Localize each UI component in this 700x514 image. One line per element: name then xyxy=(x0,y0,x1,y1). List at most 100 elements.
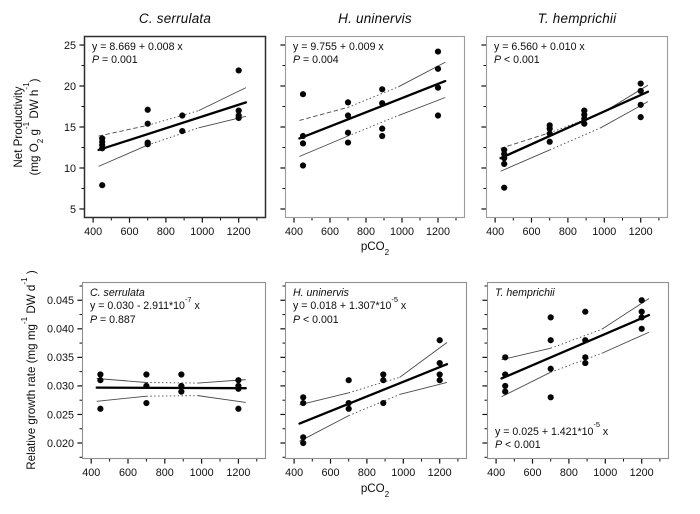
data-point xyxy=(637,87,644,95)
confidence-band-upper xyxy=(198,87,247,112)
data-point xyxy=(581,120,588,127)
confidence-band-lower xyxy=(347,115,399,137)
x-tick-label: 600 xyxy=(522,226,540,238)
data-point xyxy=(379,86,386,93)
confidence-band-lower xyxy=(348,394,400,417)
x-axis-label-pco2-top: pCO2 xyxy=(360,240,390,258)
plot-svg: 400 600 800 1000 1200 5 10 15 20 25 xyxy=(64,35,267,238)
confidence-band-lower xyxy=(398,97,446,116)
confidence-band-lower xyxy=(197,395,246,403)
data-point xyxy=(502,388,509,395)
data-point xyxy=(582,354,589,361)
data-point xyxy=(179,127,186,135)
x-tick-label: 600 xyxy=(321,226,339,238)
data-point xyxy=(299,132,307,140)
panel-growth-rate-h-uninervis: 400 600 800 1000 1200 H. uninervis y = 0.018 +… xyxy=(280,281,468,489)
x-tick-label: 400 xyxy=(285,467,303,479)
y-tick-label: 10 xyxy=(64,163,76,175)
equation-label: y = 0.025 + 1.421*10-5 x xyxy=(495,420,609,438)
panel-border xyxy=(81,281,267,460)
data-point xyxy=(144,120,151,127)
panel-border xyxy=(83,35,267,219)
x-tick-label: 1200 xyxy=(426,226,450,238)
data-point xyxy=(178,371,185,378)
confidence-band-upper xyxy=(98,124,148,137)
y-tick-label: 0.025 xyxy=(47,409,74,421)
data-point xyxy=(582,337,589,344)
data-point xyxy=(344,112,352,119)
x-tick-label: 1000 xyxy=(592,226,616,238)
data-point xyxy=(546,130,553,137)
data-point xyxy=(547,314,554,321)
confidence-band-lower xyxy=(299,135,349,157)
data-point xyxy=(178,388,185,395)
y-tick-label: 20 xyxy=(64,81,76,93)
confidence-band-upper xyxy=(146,382,198,384)
p-value-label: P = 0.004 xyxy=(293,54,339,67)
x-tick-label: 400 xyxy=(486,226,504,238)
x-tick-label: 800 xyxy=(157,226,175,238)
panel-border xyxy=(486,281,670,460)
panel-annotation: T. hemprichii xyxy=(495,287,555,300)
data-point xyxy=(345,377,352,384)
data-point xyxy=(300,399,307,407)
regression-line xyxy=(499,90,650,160)
panel-net-productivity-c-serrulata: 400 600 800 1000 1200 5 10 15 20 25 y = 8.669 + 0.… xyxy=(64,35,267,248)
confidence-band-upper xyxy=(299,392,349,406)
equation-label: y = 8.669 + 0.008 x xyxy=(92,41,183,53)
y-tick-label: 15 xyxy=(64,122,76,134)
regression-line xyxy=(298,363,449,425)
x-tick-label: 1200 xyxy=(428,467,452,479)
x-tick-label: 600 xyxy=(120,226,138,238)
y-tick-label: 0.030 xyxy=(47,381,74,393)
data-point xyxy=(501,184,508,191)
confidence-band-upper xyxy=(550,328,602,349)
data-point xyxy=(380,377,387,384)
p-value-label: P < 0.001 xyxy=(494,54,540,67)
x-tick-label: 400 xyxy=(84,226,102,238)
data-point xyxy=(638,308,645,315)
confidence-band-upper xyxy=(501,347,551,361)
data-point xyxy=(143,382,150,390)
data-point xyxy=(300,394,307,401)
data-point xyxy=(434,112,442,119)
data-point xyxy=(235,377,242,384)
confidence-band-upper xyxy=(500,132,550,149)
regression-line xyxy=(500,313,651,380)
confidence-band-upper xyxy=(601,298,650,330)
regression-line xyxy=(97,101,248,152)
confidence-band-upper xyxy=(348,376,400,394)
panel-title-c-serrulata: C. serrulata xyxy=(138,11,212,26)
data-point xyxy=(380,371,387,378)
species-label: T. hemprichii xyxy=(495,287,555,299)
data-point xyxy=(99,182,106,189)
confidence-band-lower xyxy=(399,382,448,395)
data-point xyxy=(637,80,644,87)
confidence-band-lower xyxy=(147,127,199,146)
data-point xyxy=(637,101,644,108)
species-label: C. serrulata xyxy=(90,287,145,299)
panel-growth-rate-c-serrulata: 400 600 800 1000 1200 0.020 0.025 0.030 0.035 0.0… xyxy=(47,281,267,489)
data-point xyxy=(235,107,242,114)
data-point xyxy=(143,371,150,378)
x-tick-label: 1000 xyxy=(190,226,214,238)
data-point xyxy=(344,139,352,146)
x-tick-label: 600 xyxy=(119,467,137,479)
data-point xyxy=(144,141,151,148)
y-tick-label: 25 xyxy=(64,40,76,52)
data-point xyxy=(380,399,387,407)
x-tick-label: 1200 xyxy=(227,226,251,238)
confidence-band-upper xyxy=(299,106,349,121)
data-point xyxy=(434,84,442,91)
data-point xyxy=(299,140,307,147)
data-point xyxy=(582,359,589,367)
data-point xyxy=(178,382,185,390)
x-tick-label: 1000 xyxy=(391,467,415,479)
regression-line xyxy=(298,79,447,140)
x-tick-label: 800 xyxy=(559,226,577,238)
